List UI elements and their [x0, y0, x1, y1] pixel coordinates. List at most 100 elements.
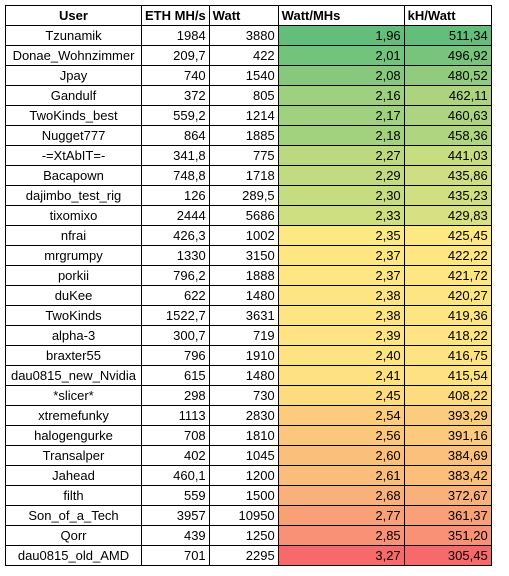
watt-cell: 5686	[208, 205, 279, 226]
user-cell: TwoKinds	[5, 305, 142, 326]
watt-cell: 2295	[208, 545, 279, 566]
watt-per-mhs-cell: 2,45	[277, 385, 405, 406]
kh-per-watt-cell: 383,42	[403, 465, 492, 486]
watt-cell: 10950	[208, 505, 279, 526]
watt-per-mhs-cell: 2,38	[277, 285, 405, 306]
kh-per-watt-cell: 361,37	[403, 505, 492, 526]
user-cell: Transalper	[5, 445, 142, 466]
watt-per-mhs-cell: 1,96	[277, 25, 405, 46]
watt-cell: 1480	[208, 365, 279, 386]
watt-cell: 1810	[208, 425, 279, 446]
watt-per-mhs-cell: 2,38	[277, 305, 405, 326]
watt-per-mhs-cell: 2,41	[277, 365, 405, 386]
watt-per-mhs-cell: 3,27	[277, 545, 405, 566]
table-row: TwoKinds_best 559,2 1214 2,17 460,63	[5, 105, 492, 126]
watt-per-mhs-cell: 2,29	[277, 165, 405, 186]
table-row: Nugget777 864 1885 2,18 458,36	[5, 125, 492, 146]
user-cell: alpha-3	[5, 325, 142, 346]
kh-per-watt-cell: 435,23	[403, 185, 492, 206]
watt-per-mhs-cell: 2,30	[277, 185, 405, 206]
watt-per-mhs-cell: 2,35	[277, 225, 405, 246]
user-cell: mrgrumpy	[5, 245, 142, 266]
kh-per-watt-cell: 458,36	[403, 125, 492, 146]
user-cell: *slicer*	[5, 385, 142, 406]
user-cell: duKee	[5, 285, 142, 306]
table-row: *slicer* 298 730 2,45 408,22	[5, 385, 492, 406]
user-cell: tixomixo	[5, 205, 142, 226]
watt-cell: 1250	[208, 525, 279, 546]
user-cell: Qorr	[5, 525, 142, 546]
watt-cell: 422	[208, 45, 279, 66]
user-cell: Gandulf	[5, 85, 142, 106]
kh-per-watt-cell: 422,22	[403, 245, 492, 266]
table-row: dajimbo_test_rig 126 289,5 2,30 435,23	[5, 185, 492, 206]
user-cell: halogengurke	[5, 425, 142, 446]
watt-per-mhs-cell: 2,27	[277, 145, 405, 166]
watt-cell: 1718	[208, 165, 279, 186]
eth-mhs-cell: 1522,7	[141, 305, 210, 326]
kh-per-watt-cell: 351,20	[403, 525, 492, 546]
kh-per-watt-cell: 496,92	[403, 45, 492, 66]
header-row: User ETH MH/s Watt Watt/MHs kH/Watt	[5, 5, 492, 26]
user-cell: Bacapown	[5, 165, 142, 186]
kh-per-watt-cell: 435,86	[403, 165, 492, 186]
user-cell: Son_of_a_Tech	[5, 505, 142, 526]
eth-mhs-cell: 740	[141, 65, 210, 86]
watt-per-mhs-cell: 2,16	[277, 85, 405, 106]
header-kh-per-watt: kH/Watt	[403, 5, 492, 26]
header-watt-per-mhs: Watt/MHs	[277, 5, 405, 26]
table-row: Bacapown 748,8 1718 2,29 435,86	[5, 165, 492, 186]
watt-per-mhs-cell: 2,60	[277, 445, 405, 466]
eth-mhs-cell: 796,2	[141, 265, 210, 286]
eth-mhs-cell: 701	[141, 545, 210, 566]
watt-cell: 2830	[208, 405, 279, 426]
table-row: Qorr 439 1250 2,85 351,20	[5, 525, 492, 546]
kh-per-watt-cell: 408,22	[403, 385, 492, 406]
watt-cell: 730	[208, 385, 279, 406]
user-cell: Donae_Wohnzimmer	[5, 45, 142, 66]
watt-cell: 1540	[208, 65, 279, 86]
header-eth-mhs: ETH MH/s	[141, 5, 210, 26]
kh-per-watt-cell: 419,36	[403, 305, 492, 326]
table-row: mrgrumpy 1330 3150 2,37 422,22	[5, 245, 492, 266]
kh-per-watt-cell: 511,34	[403, 25, 492, 46]
eth-mhs-cell: 300,7	[141, 325, 210, 346]
kh-per-watt-cell: 480,52	[403, 65, 492, 86]
watt-cell: 775	[208, 145, 279, 166]
table-row: Jpay 740 1540 2,08 480,52	[5, 65, 492, 86]
watt-per-mhs-cell: 2,17	[277, 105, 405, 126]
eth-mhs-cell: 209,7	[141, 45, 210, 66]
watt-per-mhs-cell: 2,37	[277, 265, 405, 286]
eth-mhs-cell: 796	[141, 345, 210, 366]
user-cell: nfrai	[5, 225, 142, 246]
watt-cell: 1910	[208, 345, 279, 366]
user-cell: -=XtAbIT=-	[5, 145, 142, 166]
table-row: xtremefunky 1113 2830 2,54 393,29	[5, 405, 492, 426]
kh-per-watt-cell: 420,27	[403, 285, 492, 306]
eth-mhs-cell: 341,8	[141, 145, 210, 166]
eth-mhs-cell: 708	[141, 425, 210, 446]
user-cell: dajimbo_test_rig	[5, 185, 142, 206]
watt-cell: 289,5	[208, 185, 279, 206]
watt-cell: 719	[208, 325, 279, 346]
table-row: dau0815_new_Nvidia 615 1480 2,41 415,54	[5, 365, 492, 386]
kh-per-watt-cell: 441,03	[403, 145, 492, 166]
eth-mhs-cell: 615	[141, 365, 210, 386]
watt-per-mhs-cell: 2,37	[277, 245, 405, 266]
watt-per-mhs-cell: 2,40	[277, 345, 405, 366]
header-user: User	[5, 5, 142, 26]
kh-per-watt-cell: 429,83	[403, 205, 492, 226]
watt-cell: 3631	[208, 305, 279, 326]
watt-cell: 3150	[208, 245, 279, 266]
kh-per-watt-cell: 415,54	[403, 365, 492, 386]
table-row: halogengurke 708 1810 2,56 391,16	[5, 425, 492, 446]
eth-mhs-cell: 748,8	[141, 165, 210, 186]
table-row: braxter55 796 1910 2,40 416,75	[5, 345, 492, 366]
table-row: Tzunamik 1984 3880 1,96 511,34	[5, 25, 492, 46]
eth-mhs-cell: 372	[141, 85, 210, 106]
watt-per-mhs-cell: 2,18	[277, 125, 405, 146]
table-row: Son_of_a_Tech 3957 10950 2,77 361,37	[5, 505, 492, 526]
watt-cell: 1214	[208, 105, 279, 126]
table-row: Donae_Wohnzimmer 209,7 422 2,01 496,92	[5, 45, 492, 66]
user-cell: Jpay	[5, 65, 142, 86]
